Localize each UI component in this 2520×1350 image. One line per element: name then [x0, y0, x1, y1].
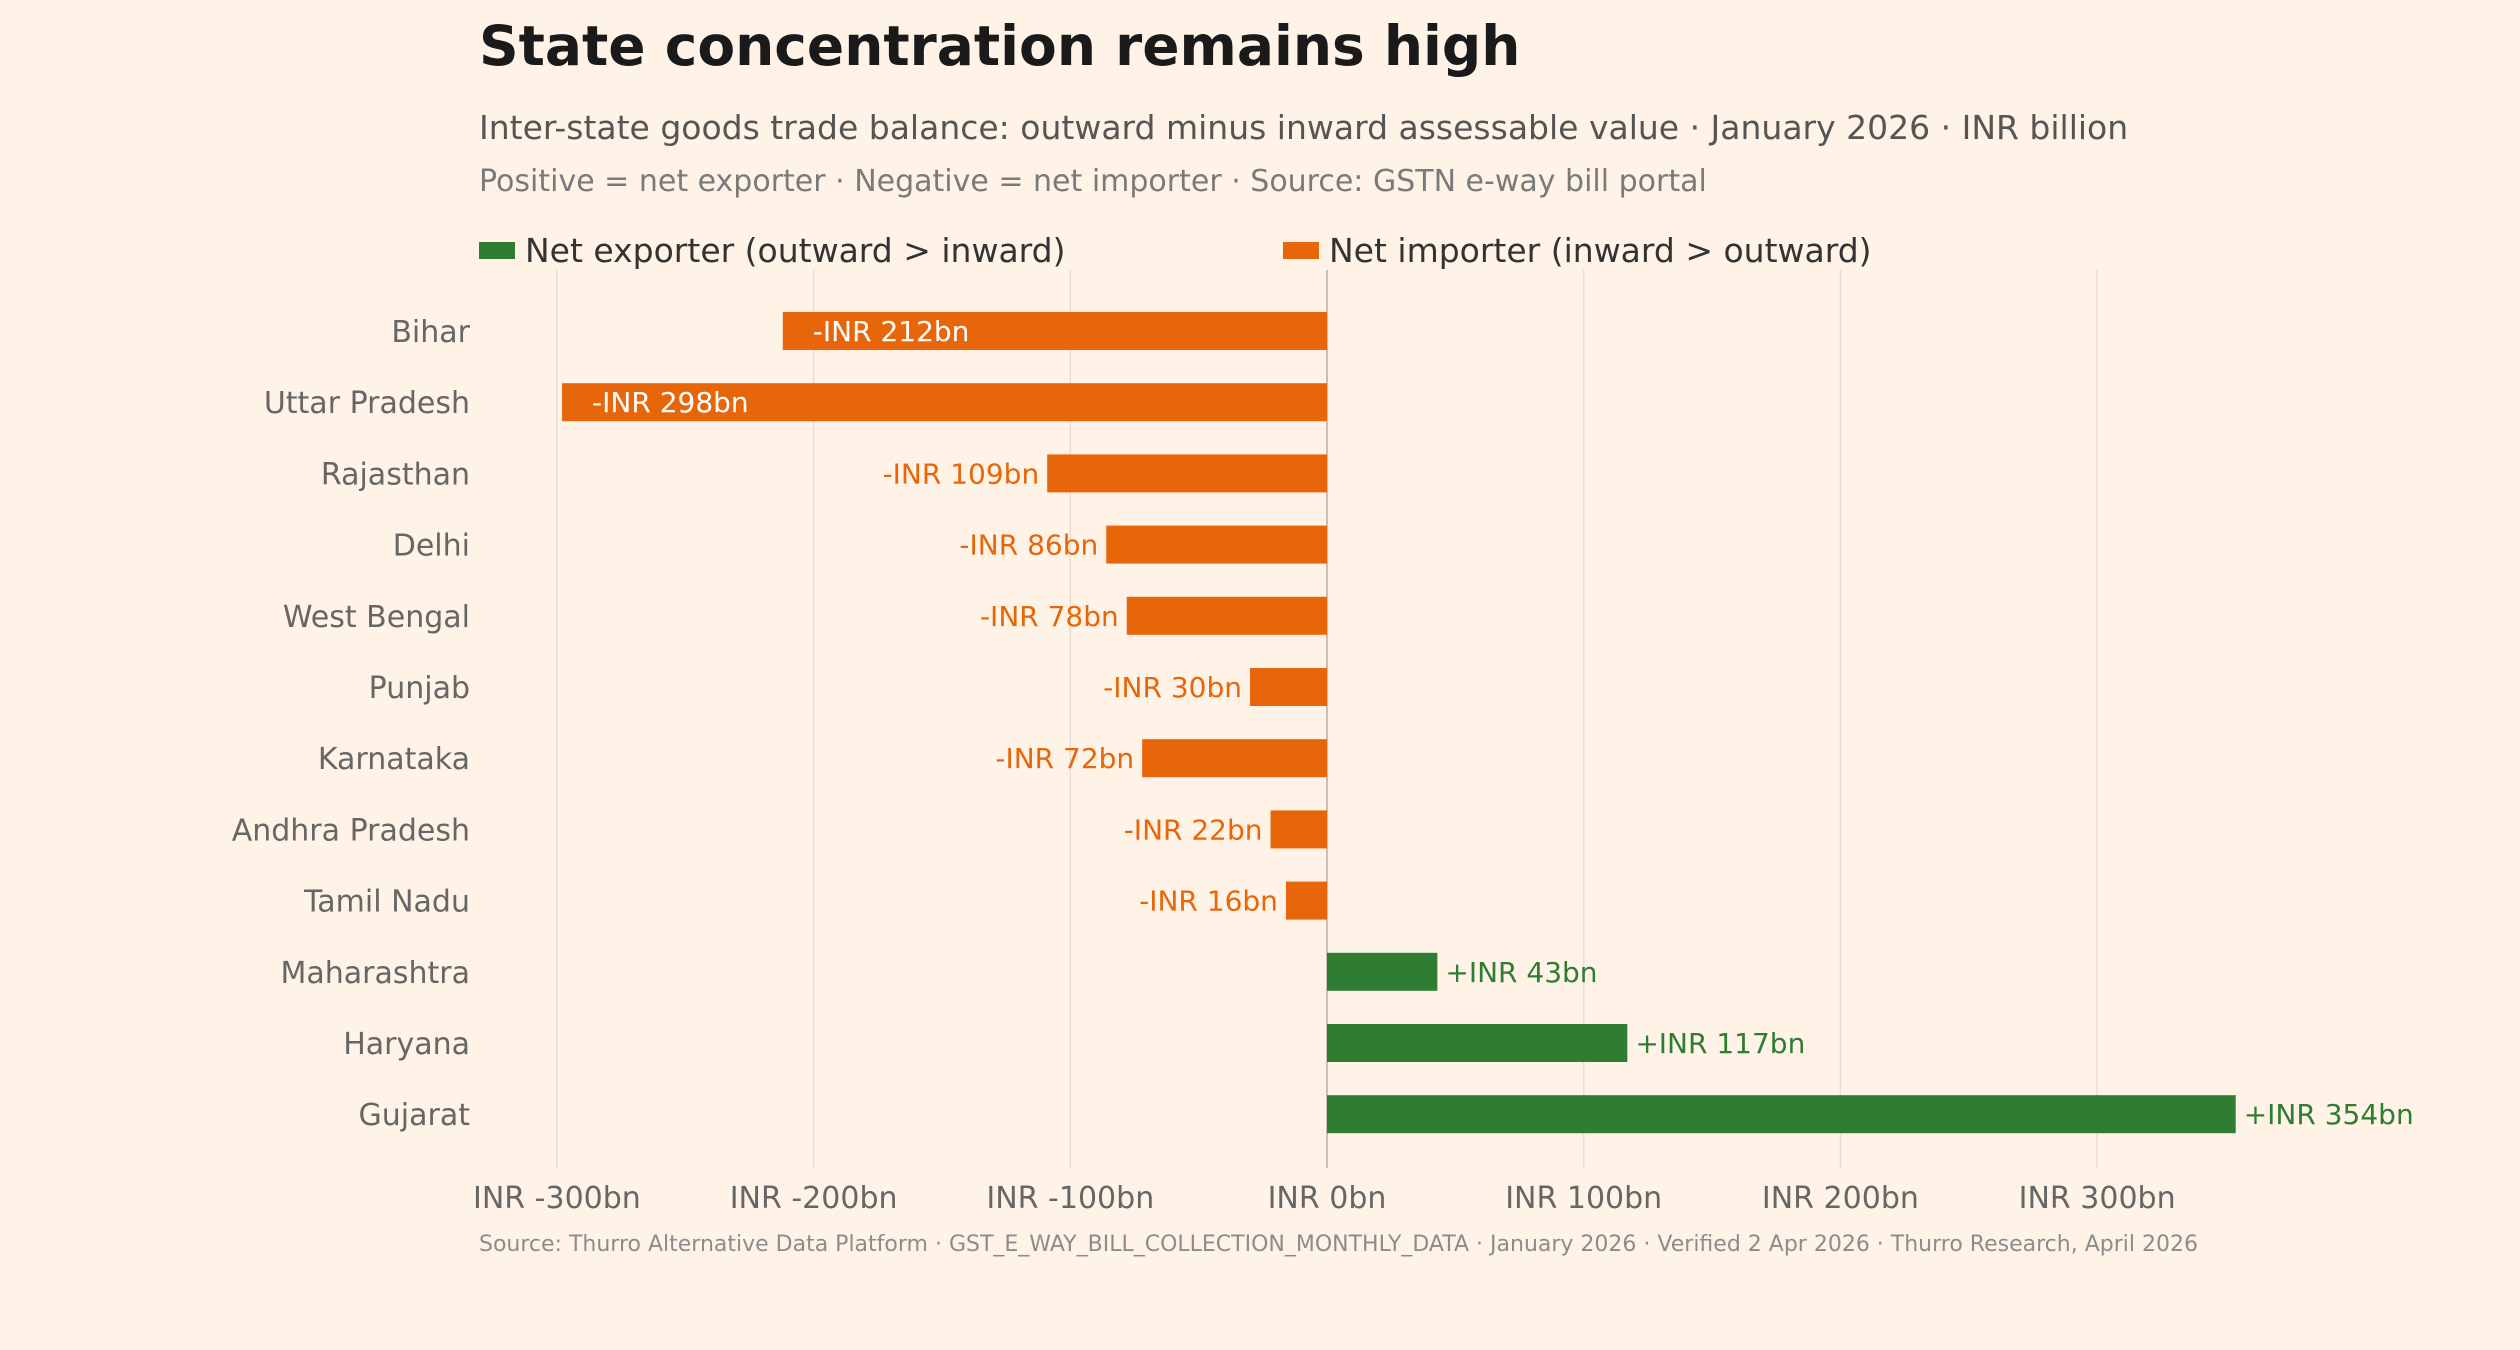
x-tick-label: INR 100bn — [1505, 1181, 1662, 1216]
x-tick-label: INR -200bn — [730, 1181, 898, 1216]
category-label: Andhra Pradesh — [232, 813, 470, 848]
category-label: Punjab — [369, 671, 470, 706]
data-label: +INR 43bn — [1445, 956, 1597, 989]
category-label: Maharashtra — [280, 956, 470, 991]
bar — [1047, 454, 1327, 493]
data-label: -INR 78bn — [980, 600, 1119, 633]
bar — [1285, 881, 1327, 920]
x-tick-label: INR -100bn — [986, 1181, 1154, 1216]
category-label: Rajasthan — [321, 457, 470, 492]
category-label: Gujarat — [359, 1098, 471, 1133]
bar — [1327, 1024, 1628, 1062]
bar — [1249, 668, 1327, 706]
legend-item-importer: Net importer (inward > outward) — [1283, 228, 1872, 272]
legend-swatch-importer — [1283, 241, 1319, 259]
category-label: Tamil Nadu — [303, 885, 470, 920]
category-label: Uttar Pradesh — [264, 386, 470, 421]
bar — [782, 312, 1327, 350]
data-label: -INR 109bn — [883, 457, 1040, 490]
category-label: Haryana — [343, 1027, 470, 1062]
chart-subtitle: Inter-state goods trade balance: outward… — [479, 108, 2129, 147]
chart-title: State concentration remains high — [479, 14, 1521, 78]
data-label: -INR 298bn — [592, 386, 749, 419]
bar — [1126, 596, 1327, 635]
data-label: -INR 72bn — [995, 742, 1134, 775]
bar — [562, 383, 1327, 422]
bar — [1106, 525, 1327, 564]
bar — [1270, 810, 1327, 849]
x-tick-label: INR 200bn — [1762, 1181, 1919, 1216]
category-label: Karnataka — [318, 742, 470, 777]
x-tick-label: INR 0bn — [1268, 1181, 1387, 1216]
data-label: +INR 117bn — [1635, 1027, 1805, 1060]
data-label: -INR 212bn — [813, 315, 970, 348]
data-label: -INR 30bn — [1103, 671, 1242, 704]
category-label: Bihar — [391, 315, 470, 350]
category-label: Delhi — [393, 529, 470, 564]
data-label: -INR 22bn — [1124, 813, 1263, 846]
legend-item-exporter: Net exporter (outward > inward) — [479, 228, 1065, 272]
x-tick-label: INR 300bn — [2019, 1181, 2176, 1216]
bar — [1327, 1095, 2236, 1134]
data-label: -INR 16bn — [1139, 885, 1278, 918]
bar — [1142, 739, 1327, 778]
legend-swatch-exporter — [479, 241, 515, 259]
legend-label-importer: Net importer (inward > outward) — [1329, 230, 1872, 270]
legend-label-exporter: Net exporter (outward > inward) — [525, 230, 1066, 270]
data-label: -INR 86bn — [959, 529, 1098, 562]
chart-footer-source: Source: Thurro Alternative Data Platform… — [479, 1232, 2198, 1257]
data-label: +INR 354bn — [2244, 1098, 2414, 1131]
x-tick-label: INR -300bn — [473, 1181, 641, 1216]
category-label: West Bengal — [283, 600, 470, 635]
bar — [1327, 952, 1438, 991]
chart-note: Positive = net exporter · Negative = net… — [479, 164, 1707, 199]
